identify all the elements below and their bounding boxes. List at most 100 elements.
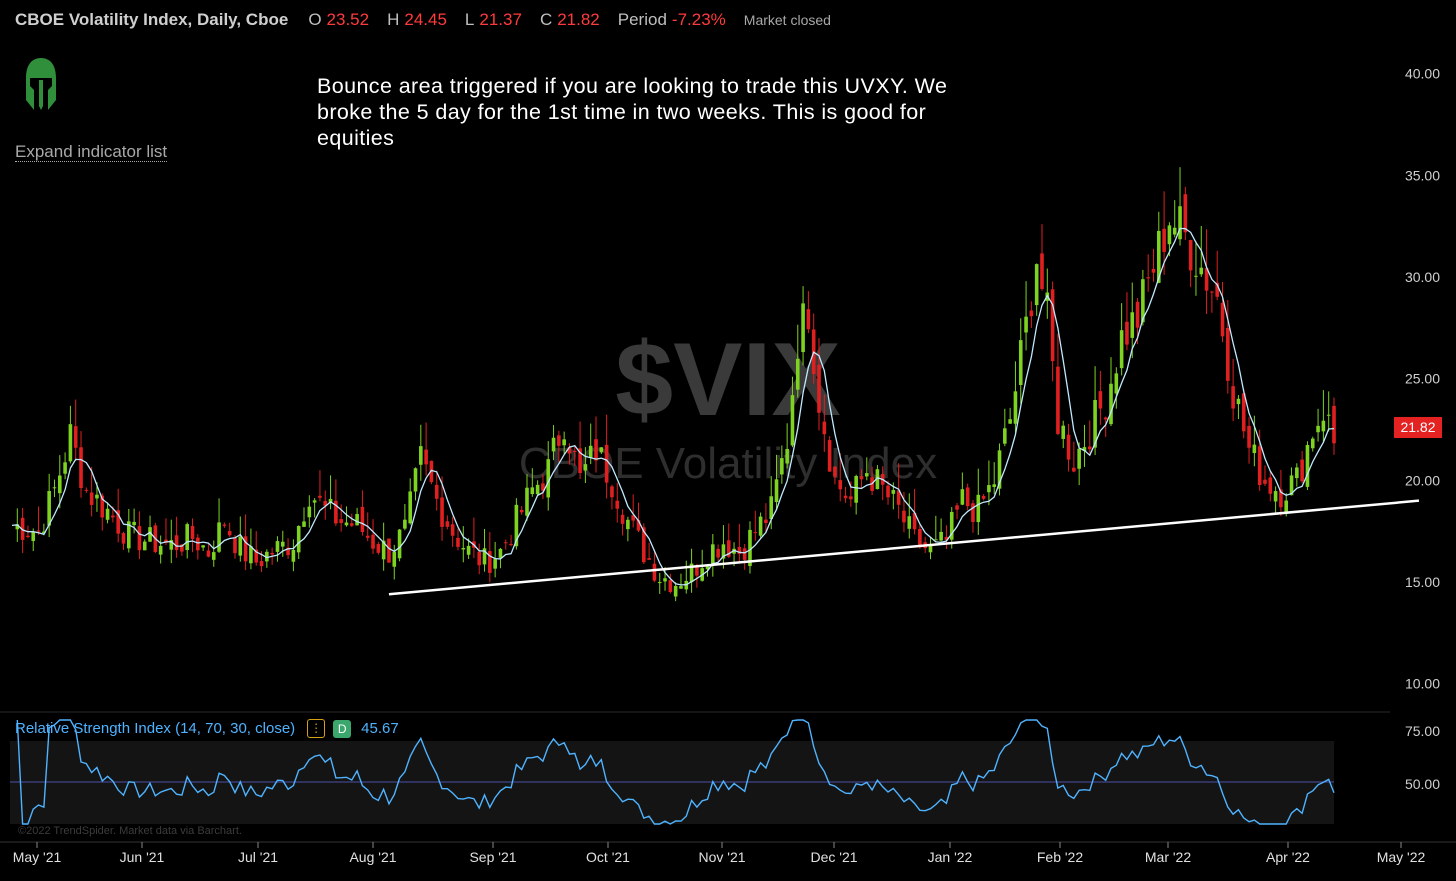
candle-body bbox=[1098, 391, 1103, 409]
candle-body bbox=[1210, 291, 1214, 293]
candle-body bbox=[1321, 420, 1326, 432]
chart-header: CBOE Volatility Index, Daily, Cboe O 23.5… bbox=[15, 10, 831, 30]
candle-body bbox=[817, 364, 821, 413]
candle-body bbox=[1326, 414, 1331, 416]
candle-body bbox=[795, 358, 800, 390]
candle-body bbox=[450, 524, 455, 536]
rsi-timeframe-badge[interactable]: D bbox=[333, 719, 352, 738]
candle-body bbox=[886, 485, 890, 498]
candle-body bbox=[132, 521, 136, 526]
candle-body bbox=[116, 510, 120, 534]
candle-body bbox=[647, 558, 651, 560]
candle-body bbox=[164, 539, 168, 543]
candle-body bbox=[551, 437, 556, 452]
candle-body bbox=[689, 563, 694, 583]
candle-body bbox=[349, 523, 354, 526]
expand-indicator-list-link[interactable]: Expand indicator list bbox=[15, 142, 168, 162]
candle-body bbox=[726, 540, 731, 557]
candle-body bbox=[1231, 386, 1235, 409]
rsi-value: 45.67 bbox=[361, 720, 399, 737]
candle-body bbox=[960, 489, 965, 505]
price-tick: 35.00 bbox=[1405, 167, 1440, 183]
time-tick-label: Jan '22 bbox=[928, 849, 973, 865]
low-value: 21.37 bbox=[479, 10, 522, 29]
time-tick-label: Jun '21 bbox=[120, 849, 165, 865]
candle-body bbox=[1310, 438, 1315, 449]
candle-body bbox=[992, 484, 997, 487]
candle-body bbox=[875, 469, 880, 490]
candle-body bbox=[31, 531, 36, 542]
candle-body bbox=[1167, 225, 1172, 245]
candle-body bbox=[328, 498, 333, 503]
candle-body bbox=[1247, 425, 1251, 448]
rsi-menu-icon[interactable]: ⋮ bbox=[307, 719, 326, 738]
candle-body bbox=[68, 424, 73, 462]
candle-body bbox=[514, 504, 519, 547]
candle-body bbox=[206, 550, 211, 557]
candle-body bbox=[291, 549, 296, 562]
candle-body bbox=[1183, 194, 1188, 233]
candle-body bbox=[1082, 447, 1087, 452]
candle-body bbox=[572, 450, 577, 453]
candle-body bbox=[1162, 228, 1166, 252]
candle-body bbox=[769, 496, 774, 520]
candle-body bbox=[764, 519, 768, 524]
candle-body bbox=[1220, 302, 1225, 337]
candle-body bbox=[1018, 340, 1023, 386]
candle-body bbox=[105, 508, 110, 520]
candle-body bbox=[376, 544, 381, 553]
candle-body bbox=[912, 512, 917, 530]
time-axis: May '21 Jun '21 Jul '21 Aug '21 Sep '21 Oct '… bbox=[13, 842, 1426, 865]
candle-body bbox=[1003, 428, 1007, 444]
candle-body bbox=[610, 486, 614, 498]
candle-body bbox=[1194, 275, 1198, 277]
watermark-name: CBOE Volatility Index bbox=[519, 439, 937, 488]
candle-body bbox=[732, 548, 736, 554]
candle-body bbox=[944, 536, 949, 540]
candle-body bbox=[1119, 330, 1124, 369]
candle-body bbox=[1156, 230, 1161, 283]
candle-body bbox=[408, 491, 412, 524]
spartan-helmet-logo bbox=[26, 58, 56, 110]
candle-body bbox=[525, 487, 529, 516]
open-value: 23.52 bbox=[326, 10, 370, 29]
candle-body bbox=[355, 514, 359, 526]
candle-body bbox=[657, 582, 662, 584]
candle-body bbox=[392, 551, 397, 567]
candle-body bbox=[456, 537, 460, 547]
candle-body bbox=[838, 480, 843, 490]
candle-body bbox=[981, 495, 986, 499]
candle-body bbox=[987, 485, 991, 493]
candle-body bbox=[971, 503, 975, 522]
price-tick: 10.00 bbox=[1405, 676, 1440, 692]
candle-body bbox=[424, 449, 428, 465]
candle-body bbox=[785, 449, 789, 464]
time-tick-label: Aug '21 bbox=[349, 849, 396, 865]
time-tick-label: Mar '22 bbox=[1145, 849, 1191, 865]
candle-body bbox=[89, 492, 94, 505]
candle-body bbox=[466, 545, 471, 555]
candle-body bbox=[158, 545, 163, 555]
candle-body bbox=[222, 524, 227, 526]
rsi-axis: 75.00 50.00 bbox=[1405, 723, 1440, 792]
candle-body bbox=[1034, 264, 1039, 306]
candle-body bbox=[716, 548, 720, 558]
candle-body bbox=[907, 516, 912, 529]
candle-body bbox=[270, 552, 274, 555]
candle-body bbox=[928, 545, 933, 553]
candle-body bbox=[265, 551, 269, 562]
candle-body bbox=[233, 537, 237, 554]
candle-body bbox=[1332, 405, 1336, 444]
candle-body bbox=[631, 515, 635, 521]
candle-body bbox=[567, 447, 572, 454]
candle-body bbox=[440, 497, 444, 527]
candle-body bbox=[806, 309, 811, 330]
candle-body bbox=[95, 494, 99, 499]
candle-body bbox=[227, 530, 232, 536]
candle-body bbox=[774, 479, 779, 502]
candle-body bbox=[1252, 444, 1257, 454]
candle-body bbox=[238, 536, 243, 556]
rsi-tick-75: 75.00 bbox=[1405, 723, 1440, 739]
time-tick-label: Oct '21 bbox=[586, 849, 630, 865]
